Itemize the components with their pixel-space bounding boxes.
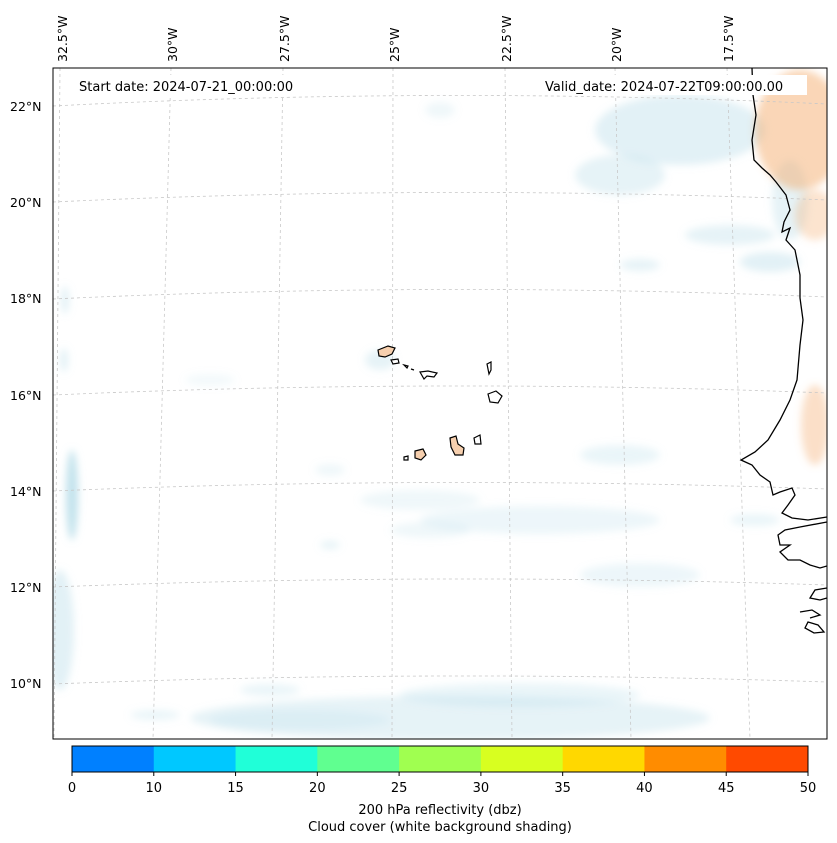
island-boa-vista: [487, 390, 503, 404]
map-panel: [53, 68, 827, 739]
colorbar-segment: [317, 746, 400, 772]
colorbar-segment: [153, 746, 237, 772]
cabo-verde-islands: [377, 345, 503, 461]
coastline-guinea-bissau: [777, 521, 827, 569]
island-sal: [486, 361, 492, 376]
lat-label-16: 16°N: [10, 388, 42, 403]
date-annotations: Start date: 2024-07-21_00:00:00 Valid_da…: [73, 75, 807, 95]
reflectivity-shading: [755, 70, 827, 465]
colorbar-tick-label: 20: [309, 781, 326, 796]
lat-label-14: 14°N: [10, 484, 42, 499]
island-santiago: [449, 435, 465, 456]
colorbar-segment: [72, 746, 155, 772]
island-sao-vicente: [390, 358, 400, 365]
colorbar-label-reflectivity: 200 hPa reflectivity (dbz): [358, 803, 521, 818]
colorbar: 0 10 15 20 25 30 35 40 45 50 200 hPa reflectivity…: [68, 745, 817, 835]
colorbar-tick-label: 10: [146, 781, 163, 796]
island-sao-nicolau: [410, 368, 439, 380]
lon-label-20: 20°W: [609, 27, 624, 62]
coastline-islands-south: [799, 587, 827, 634]
lon-label-25: 25°W: [387, 27, 402, 62]
lon-label-17-5: 17.5°W: [721, 16, 736, 62]
lat-label-12: 12°N: [10, 580, 42, 595]
lat-label-18: 18°N: [10, 291, 42, 306]
colorbar-segment: [644, 746, 727, 772]
graticule: [53, 68, 827, 739]
start-date-label: Start date: 2024-07-21_00:00:00: [79, 80, 293, 95]
colorbar-tick-label: 50: [800, 781, 817, 796]
colorbar-segment: [399, 746, 482, 772]
lat-label-10: 10°N: [10, 676, 42, 691]
lon-label-32-5: 32.5°W: [55, 16, 70, 62]
colorbar-tick-label: 30: [473, 781, 490, 796]
colorbar-segment: [726, 746, 809, 772]
colorbar-segment: [235, 746, 318, 772]
colorbar-tick-label: 40: [636, 781, 653, 796]
colorbar-tick-label: 25: [391, 781, 408, 796]
lat-label-20: 20°N: [10, 195, 42, 210]
island-fogo: [414, 448, 427, 461]
coastline-mainland: [739, 68, 827, 521]
map-frame: [52, 67, 828, 740]
lat-label-22: 22°N: [10, 99, 42, 114]
valid-date-label: Valid_date: 2024-07-22T09:00:00.00: [545, 80, 783, 95]
lon-label-27-5: 27.5°W: [277, 16, 292, 62]
coastline: [739, 68, 827, 634]
colorbar-segment: [562, 746, 645, 772]
colorbar-tick-label: 35: [554, 781, 571, 796]
colorbar-outline: [71, 745, 809, 773]
colorbar-tick-label: 15: [227, 781, 244, 796]
island-santa-luzia: [402, 363, 409, 370]
longitude-labels: 32.5°W 30°W 27.5°W 25°W 22.5°W 20°W 17.5…: [55, 16, 736, 62]
valid-date-box: [539, 75, 807, 95]
island-brava: [403, 455, 409, 461]
lon-label-22-5: 22.5°W: [499, 16, 514, 62]
colorbar-segment: [480, 746, 564, 772]
colorbar-label-cloud-cover: Cloud cover (white background shading): [308, 820, 572, 835]
lon-label-30: 30°W: [165, 27, 180, 62]
colorbar-tick-label: 0: [68, 781, 76, 796]
island-maio: [473, 434, 482, 445]
island-santo-antao: [377, 345, 396, 358]
colorbar-tick-label: 45: [718, 781, 735, 796]
latitude-labels: 22°N 20°N 18°N 16°N 14°N 12°N 10°N: [10, 99, 42, 691]
start-date-box: [73, 75, 313, 95]
